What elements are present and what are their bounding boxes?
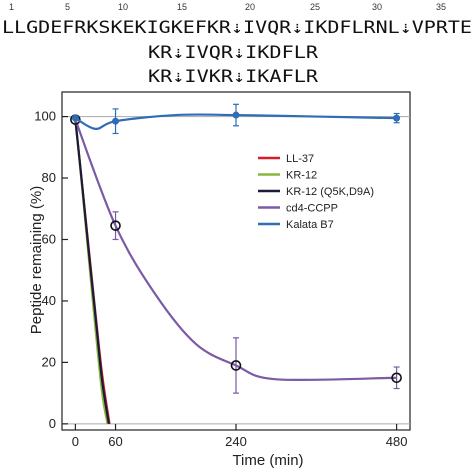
y-tick-label: 60 [42, 231, 56, 246]
residue-number-35: 35 [436, 2, 446, 12]
legend-label-cd4-ccpp: cd4-CCPP [286, 203, 338, 215]
data-point-kalata-b7 [112, 117, 120, 125]
data-point-kalata-b7 [71, 114, 79, 122]
sequence-kr12-variant: KR⇣IVKR⇣IKAFLR [148, 67, 319, 87]
data-point-kalata-b7 [232, 111, 240, 119]
x-tick-label: 240 [225, 434, 247, 449]
y-tick-label: 20 [42, 354, 56, 369]
y-tick-label: 80 [42, 170, 56, 185]
data-point-cd4-ccpp [230, 360, 242, 371]
y-tick-label: 40 [42, 293, 56, 308]
series-line-cd4-ccpp [74, 119, 397, 382]
data-point-cd4-ccpp [110, 220, 121, 231]
y-tick-label: 0 [49, 416, 56, 431]
residue-number-15: 15 [177, 2, 187, 12]
x-axis-label: Time (min) [232, 452, 303, 469]
x-tick-label: 480 [386, 434, 408, 449]
legend-label-ll-37: LL-37 [286, 153, 314, 165]
sequence-kr12: KR⇣IVQR⇣IKDFLR [148, 43, 319, 63]
residue-number-20: 20 [245, 2, 255, 12]
series-line-kr-12-q5k-d9a [74, 119, 110, 425]
x-tick-label: 0 [72, 434, 79, 449]
series-line-kalata-b7 [74, 113, 397, 130]
plot-area: 0 20 40 60 80 100 0 60 240 480 [34, 91, 411, 449]
residue-number-10: 10 [118, 2, 128, 12]
legend-label-kr-12-q5k-d9a: KR-12 (Q5K,D9A) [286, 186, 374, 198]
legend: LL-37 KR-12 KR-12 (Q5K,D9A) cd4-CCPP Kalata … [258, 153, 374, 231]
residue-number-30: 30 [372, 2, 382, 12]
y-axis-label: Peptide remaining (%) [28, 186, 45, 334]
data-point-cd4-ccpp [391, 372, 402, 384]
residue-number-5: 5 [65, 2, 70, 12]
residue-number-1: 1 [9, 2, 14, 12]
sequence-header: 1 5 10 15 20 25 30 35 LLGDEFRKSKEKIGKEFK… [2, 2, 472, 87]
residue-number-25: 25 [310, 2, 320, 12]
y-tick-label: 100 [34, 109, 56, 124]
x-tick-label: 60 [108, 434, 122, 449]
sequence-ll37: LLGDEFRKSKEKIGKEFKR⇣IVQR⇣IKDFLRNL⇣VPRTE [2, 18, 472, 38]
data-point-kalata-b7 [393, 114, 401, 122]
legend-label-kalata-b7: Kalata B7 [286, 219, 334, 231]
legend-label-kr-12: KR-12 [286, 170, 317, 182]
